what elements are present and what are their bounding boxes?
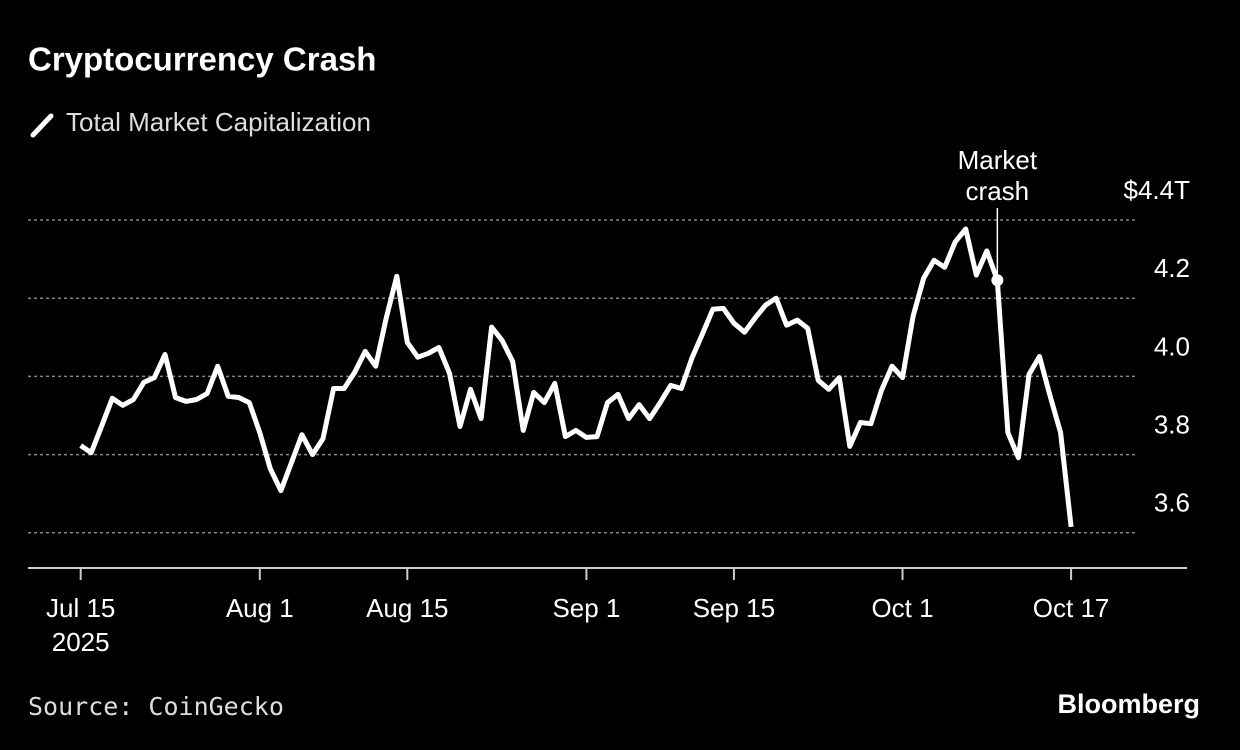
x-tick-label: Aug 1: [226, 593, 294, 623]
x-tick-label: Aug 15: [366, 593, 448, 623]
y-tick-label: 4.2: [1154, 253, 1190, 283]
x-tick-label: Sep 1: [552, 593, 620, 623]
legend-swatch: [30, 113, 54, 138]
legend-label: Total Market Capitalization: [66, 107, 371, 137]
y-tick-label: $4.4T: [1124, 175, 1191, 205]
chart-title: Cryptocurrency Crash: [28, 41, 376, 78]
x-tick-label: Oct 17: [1033, 593, 1110, 623]
source: Source: CoinGecko: [28, 692, 284, 721]
y-tick-label: 3.8: [1154, 409, 1190, 439]
annotation-text: Market crash: [958, 145, 1038, 206]
x-tick-label: Jul 15 2025: [46, 593, 115, 657]
y-tick-label: 3.6: [1154, 488, 1190, 518]
brand: Bloomberg: [1057, 689, 1200, 719]
series-line: [79, 226, 1074, 528]
x-tick-label: Oct 1: [871, 593, 933, 623]
y-tick-label: 4.0: [1154, 331, 1190, 361]
x-tick-label: Sep 15: [693, 593, 775, 623]
annotation-dot: [991, 274, 1004, 287]
